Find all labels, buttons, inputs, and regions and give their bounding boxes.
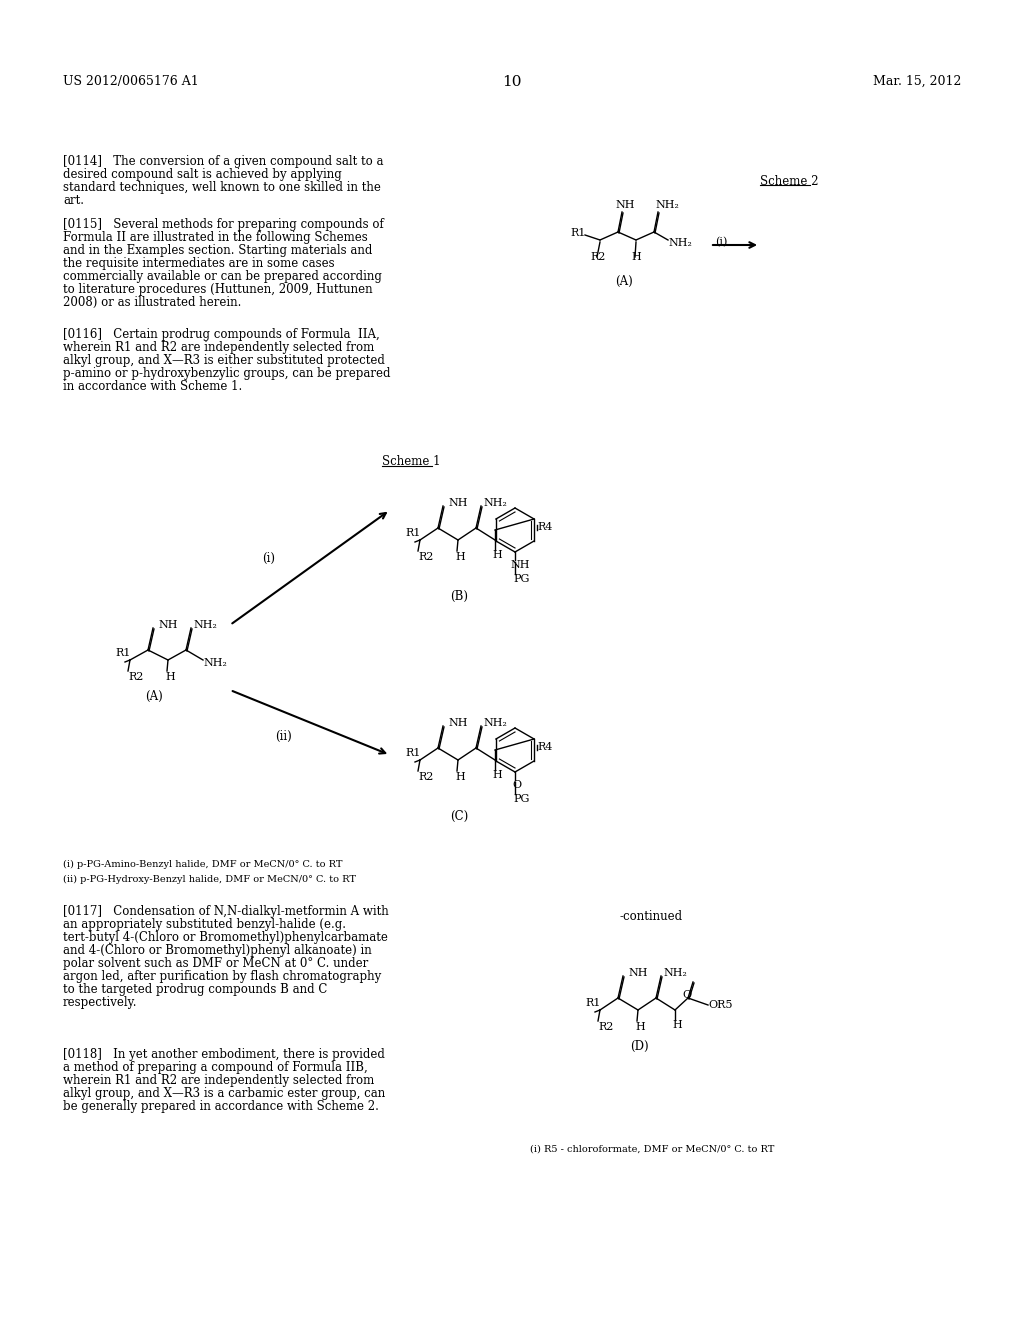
Text: NH₂: NH₂ — [668, 238, 692, 248]
Text: alkyl group, and X—R3 is either substituted protected: alkyl group, and X—R3 is either substitu… — [63, 354, 385, 367]
Text: R4: R4 — [537, 742, 552, 752]
Text: and in the Examples section. Starting materials and: and in the Examples section. Starting ma… — [63, 244, 373, 257]
Text: NH₂: NH₂ — [655, 201, 679, 210]
Text: -continued: -continued — [620, 909, 683, 923]
Text: (A): (A) — [615, 275, 633, 288]
Text: (i) R5 - chloroformate, DMF or MeCN/0° C. to RT: (i) R5 - chloroformate, DMF or MeCN/0° C… — [530, 1144, 774, 1154]
Text: R1: R1 — [406, 748, 421, 758]
Text: (ii): (ii) — [275, 730, 292, 743]
Text: (i) p-PG-Amino-Benzyl halide, DMF or MeCN/0° C. to RT: (i) p-PG-Amino-Benzyl halide, DMF or MeC… — [63, 861, 342, 869]
Text: R2: R2 — [128, 672, 143, 682]
Text: PG: PG — [513, 574, 529, 583]
Text: [0117]   Condensation of N,N-dialkyl-metformin A with: [0117] Condensation of N,N-dialkyl-metfo… — [63, 906, 389, 917]
Text: Scheme 2: Scheme 2 — [760, 176, 818, 187]
Text: [0118]   In yet another embodiment, there is provided: [0118] In yet another embodiment, there … — [63, 1048, 385, 1061]
Text: NH₂: NH₂ — [203, 657, 227, 668]
Text: O: O — [512, 780, 521, 789]
Text: NH: NH — [449, 498, 468, 508]
Text: PG: PG — [513, 795, 529, 804]
Text: (C): (C) — [450, 810, 468, 822]
Text: NH: NH — [449, 718, 468, 729]
Text: R2: R2 — [418, 772, 433, 781]
Text: the requisite intermediates are in some cases: the requisite intermediates are in some … — [63, 257, 335, 271]
Text: (ii) p-PG-Hydroxy-Benzyl halide, DMF or MeCN/0° C. to RT: (ii) p-PG-Hydroxy-Benzyl halide, DMF or … — [63, 875, 356, 884]
Text: R1: R1 — [570, 228, 586, 238]
Text: H: H — [165, 672, 175, 682]
Text: NH₂: NH₂ — [483, 498, 507, 508]
Text: H: H — [492, 550, 502, 560]
Text: tert-butyl 4-(Chloro or Bromomethyl)phenylcarbamate: tert-butyl 4-(Chloro or Bromomethyl)phen… — [63, 931, 388, 944]
Text: R2: R2 — [590, 252, 605, 261]
Text: and 4-(Chloro or Bromomethyl)phenyl alkanoate) in: and 4-(Chloro or Bromomethyl)phenyl alka… — [63, 944, 372, 957]
Text: H: H — [672, 1020, 682, 1030]
Text: H: H — [631, 252, 641, 261]
Text: 2008) or as illustrated herein.: 2008) or as illustrated herein. — [63, 296, 242, 309]
Text: NH: NH — [628, 968, 647, 978]
Text: to literature procedures (Huttunen, 2009, Huttunen: to literature procedures (Huttunen, 2009… — [63, 282, 373, 296]
Text: 10: 10 — [502, 75, 522, 88]
Text: (i): (i) — [262, 552, 275, 565]
Text: H: H — [455, 772, 465, 781]
Text: (A): (A) — [145, 690, 163, 704]
Text: (D): (D) — [630, 1040, 648, 1053]
Text: US 2012/0065176 A1: US 2012/0065176 A1 — [63, 75, 199, 88]
Text: (B): (B) — [450, 590, 468, 603]
Text: [0114]   The conversion of a given compound salt to a: [0114] The conversion of a given compoun… — [63, 154, 384, 168]
Text: wherein R1 and R2 are independently selected from: wherein R1 and R2 are independently sele… — [63, 1074, 374, 1086]
Text: R2: R2 — [598, 1022, 613, 1032]
Text: OR5: OR5 — [708, 1001, 732, 1010]
Text: H: H — [635, 1022, 645, 1032]
Text: NH: NH — [510, 560, 529, 570]
Text: NH₂: NH₂ — [193, 620, 217, 630]
Text: to the targeted prodrug compounds B and C: to the targeted prodrug compounds B and … — [63, 983, 328, 997]
Text: R1: R1 — [585, 998, 600, 1008]
Text: art.: art. — [63, 194, 84, 207]
Text: Scheme 1: Scheme 1 — [382, 455, 440, 469]
Text: R4: R4 — [537, 521, 552, 532]
Text: be generally prepared in accordance with Scheme 2.: be generally prepared in accordance with… — [63, 1100, 379, 1113]
Text: (i): (i) — [715, 238, 727, 247]
Text: Mar. 15, 2012: Mar. 15, 2012 — [872, 75, 961, 88]
Text: R1: R1 — [406, 528, 421, 539]
Text: [0116]   Certain prodrug compounds of Formula  IIA,: [0116] Certain prodrug compounds of Form… — [63, 327, 380, 341]
Text: an appropriately substituted benzyl-halide (e.g.: an appropriately substituted benzyl-hali… — [63, 917, 346, 931]
Text: NH: NH — [615, 201, 635, 210]
Text: in accordance with Scheme 1.: in accordance with Scheme 1. — [63, 380, 243, 393]
Text: commercially available or can be prepared according: commercially available or can be prepare… — [63, 271, 382, 282]
Text: desired compound salt is achieved by applying: desired compound salt is achieved by app… — [63, 168, 342, 181]
Text: R2: R2 — [418, 552, 433, 562]
Text: H: H — [492, 770, 502, 780]
Text: R1: R1 — [115, 648, 130, 657]
Text: O: O — [682, 990, 691, 1001]
Text: NH: NH — [158, 620, 177, 630]
Text: a method of preparing a compound of Formula IIB,: a method of preparing a compound of Form… — [63, 1061, 368, 1074]
Text: [0115]   Several methods for preparing compounds of: [0115] Several methods for preparing com… — [63, 218, 384, 231]
Text: argon led, after purification by flash chromatography: argon led, after purification by flash c… — [63, 970, 381, 983]
Text: wherein R1 and R2 are independently selected from: wherein R1 and R2 are independently sele… — [63, 341, 374, 354]
Text: NH₂: NH₂ — [483, 718, 507, 729]
Text: Formula II are illustrated in the following Schemes: Formula II are illustrated in the follow… — [63, 231, 368, 244]
Text: standard techniques, well known to one skilled in the: standard techniques, well known to one s… — [63, 181, 381, 194]
Text: NH₂: NH₂ — [663, 968, 687, 978]
Text: p-amino or p-hydroxybenzylic groups, can be prepared: p-amino or p-hydroxybenzylic groups, can… — [63, 367, 390, 380]
Text: polar solvent such as DMF or MeCN at 0° C. under: polar solvent such as DMF or MeCN at 0° … — [63, 957, 369, 970]
Text: respectively.: respectively. — [63, 997, 137, 1008]
Text: alkyl group, and X—R3 is a carbamic ester group, can: alkyl group, and X—R3 is a carbamic este… — [63, 1086, 385, 1100]
Text: H: H — [455, 552, 465, 562]
